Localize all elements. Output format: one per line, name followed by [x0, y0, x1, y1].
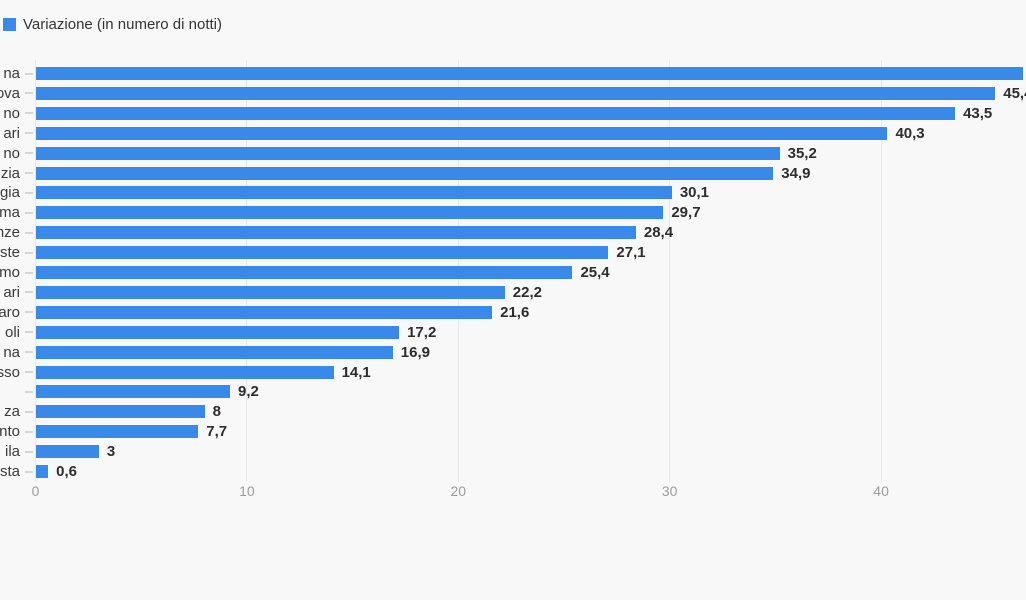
x-axis-tick-label: 20 [450, 483, 467, 499]
value-label: 9,2 [237, 383, 259, 401]
value-label: 35,2 [787, 144, 817, 162]
category-label: na [3, 65, 20, 82]
y-axis-tick [25, 92, 33, 95]
x-axis-tick-label: 0 [31, 483, 40, 499]
y-axis-tick [25, 450, 33, 453]
category-label: ari [3, 283, 20, 301]
value-label: 40,3 [895, 124, 925, 142]
y-axis-tick [25, 311, 33, 314]
category-label: sta [0, 463, 20, 480]
bar-na[interactable] [35, 67, 1023, 80]
y-axis-tick [25, 172, 33, 174]
value-label: 0,6 [56, 463, 78, 480]
category-label [0, 383, 20, 400]
bar-za[interactable] [35, 405, 205, 419]
value-label: 16,9 [400, 343, 430, 361]
bar-ma[interactable] [35, 206, 664, 220]
bar-nze[interactable] [35, 226, 636, 240]
value-label: 45,4 [1003, 84, 1026, 102]
bar-sso[interactable] [35, 365, 334, 379]
category-label: mo [0, 264, 20, 281]
value-label: 34,9 [781, 164, 811, 182]
category-label: no [3, 104, 20, 122]
value-label: 27,1 [616, 244, 646, 262]
y-axis-tick [25, 191, 33, 194]
category-label: sso [0, 363, 20, 381]
plot-area: 0 10 20 30 40 na ova 45,4 no 43,5 ari 40,3 no 35,2 zia… [0, 60, 1026, 499]
y-axis-tick [25, 430, 33, 433]
category-label: ari [3, 124, 20, 142]
bar-no[interactable] [35, 146, 780, 160]
bar-aro[interactable] [35, 305, 493, 319]
category-label: zia [0, 164, 20, 182]
category-label: za [4, 403, 20, 421]
bar-nto[interactable] [35, 425, 199, 439]
category-label: ma [0, 204, 20, 222]
category-label: oli [4, 323, 20, 341]
bar-gia[interactable] [35, 186, 672, 200]
value-label: 7,7 [206, 423, 228, 441]
bar-sta[interactable] [35, 465, 49, 478]
bar-ari[interactable] [35, 126, 888, 140]
y-axis-tick [25, 132, 33, 135]
x-axis-tick-label: 30 [661, 483, 678, 499]
y-axis-tick [25, 371, 33, 373]
bar-ari[interactable] [35, 285, 505, 299]
y-axis-tick [25, 331, 33, 334]
bar-zia[interactable] [35, 166, 774, 180]
gridline [669, 60, 671, 482]
bar-row16[interactable] [35, 385, 230, 399]
category-label: nze [0, 224, 20, 242]
legend: Variazione (in numero di notti) [3, 17, 222, 32]
value-label: 17,2 [407, 323, 437, 341]
value-label: 8 [212, 403, 221, 421]
y-axis-tick [25, 211, 33, 214]
value-label: 21,6 [500, 303, 530, 321]
y-axis-tick [25, 112, 33, 115]
value-label: 3 [106, 443, 116, 461]
legend-label: Variazione (in numero di notti) [23, 16, 222, 33]
value-label: 25,4 [580, 264, 610, 281]
value-label: 30,1 [679, 184, 710, 202]
y-axis-tick [25, 251, 33, 254]
value-label: 29,7 [671, 204, 701, 222]
bar-oli[interactable] [35, 325, 400, 339]
value-label: 14,1 [341, 363, 371, 381]
bar-ila[interactable] [35, 445, 99, 459]
bar-no[interactable] [35, 106, 956, 120]
y-axis-tick [25, 470, 33, 473]
category-label: ova [0, 84, 20, 102]
category-label: no [3, 144, 20, 162]
category-label: na [3, 343, 20, 361]
y-axis-tick [25, 410, 33, 413]
y-axis-tick [25, 231, 33, 234]
bar-na[interactable] [35, 345, 393, 359]
value-label: 22,2 [512, 283, 542, 301]
bar-mo[interactable] [35, 266, 573, 279]
category-label: gia [0, 184, 20, 202]
value-label: 43,5 [963, 104, 993, 122]
x-axis-tick-label: 10 [239, 483, 255, 499]
category-label: ila [4, 443, 20, 461]
y-axis-tick [25, 390, 33, 393]
y-axis-tick [25, 72, 33, 75]
category-label: nto [0, 423, 20, 441]
gridline [880, 60, 882, 482]
x-axis-tick-label: 40 [873, 483, 889, 499]
y-axis-tick [25, 152, 33, 155]
category-label: aro [0, 303, 20, 321]
y-axis-tick [25, 351, 33, 354]
category-label: ste [0, 244, 20, 262]
bar-ste[interactable] [35, 246, 609, 260]
legend-swatch-icon [3, 18, 16, 31]
y-axis-tick [25, 271, 33, 274]
y-axis-tick [25, 291, 33, 294]
bar-ova[interactable] [35, 86, 996, 100]
value-label: 28,4 [643, 224, 674, 242]
